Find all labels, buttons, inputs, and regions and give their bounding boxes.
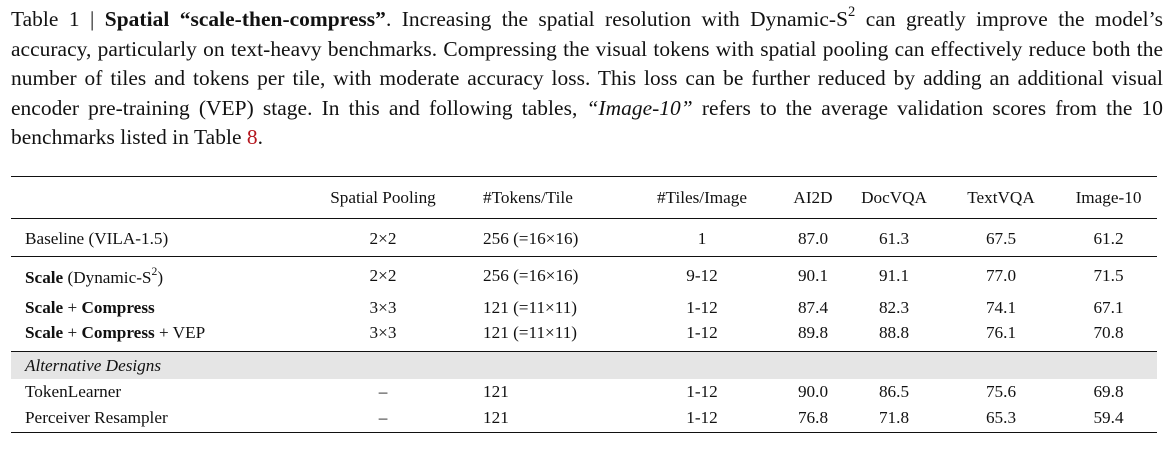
table-cell: 71.5 — [1060, 256, 1157, 295]
results-table: Spatial Pooling #Tokens/Tile #Tiles/Imag… — [11, 176, 1157, 433]
table-row: Scale + Compress + VEP 3×3 121 (=11×11) … — [11, 320, 1157, 345]
table-cell: 76.8 — [780, 404, 846, 433]
table-cell: 77.0 — [942, 256, 1060, 295]
table-row: Baseline (VILA-1.5) 2×2 256 (=16×16) 1 8… — [11, 218, 1157, 257]
table-cell: 71.8 — [846, 404, 942, 433]
table-cell: – — [303, 404, 463, 433]
caption-text: . Increasing the spatial resolution with… — [385, 7, 849, 31]
table-row: Scale + Compress 3×3 121 (=11×11) 1-12 8… — [11, 295, 1157, 320]
table-cell: 86.5 — [878, 381, 910, 401]
table-cell: 256 (=16×16) — [463, 256, 624, 295]
table-cell: 91.1 — [846, 256, 942, 295]
table-cell: 1-12 — [686, 297, 718, 317]
table-cell: 256 (=16×16) — [463, 218, 624, 257]
table-cell: 90.1 — [780, 256, 846, 295]
table-cell: 61.3 — [846, 218, 942, 257]
row-label: Scale + Compress + VEP — [25, 322, 206, 342]
table-cell: 61.2 — [1060, 218, 1157, 257]
row-label: Scale + Compress — [25, 297, 155, 317]
table-row: Perceiver Resampler – 121 1-12 76.8 71.8… — [11, 404, 1157, 433]
column-header: Image-10 — [1060, 176, 1157, 219]
column-header: #Tiles/Image — [624, 176, 780, 219]
section-header: Alternative Designs — [11, 351, 303, 379]
table-cell: 88.8 — [878, 322, 910, 342]
table-cell: 74.1 — [985, 297, 1017, 317]
table-cell: 1 — [624, 218, 780, 257]
table-cell: 121 (=11×11) — [483, 297, 578, 317]
table-cell: 90.0 — [797, 381, 829, 401]
table-cell: 3×3 — [369, 297, 397, 317]
column-header: AI2D — [780, 176, 846, 219]
table-cell: 2×2 — [303, 256, 463, 295]
caption-italic: “Image-10” — [586, 95, 693, 120]
column-header: Spatial Pooling — [303, 176, 463, 219]
table-cell: 121 (=11×11) — [483, 322, 578, 342]
table-cell: 69.8 — [1093, 381, 1124, 401]
table-cell: 1-12 — [624, 404, 780, 433]
table-cell: 65.3 — [942, 404, 1060, 433]
table-cell: 3×3 — [369, 322, 397, 342]
table-cell: 82.3 — [878, 297, 910, 317]
table-cell: 121 — [463, 404, 624, 433]
table-cell: 70.8 — [1093, 322, 1124, 342]
row-label: Scale (Dynamic-S2) — [11, 256, 303, 295]
table-cell: 121 — [483, 381, 509, 401]
table-cell: 67.5 — [942, 218, 1060, 257]
table-cell: 87.0 — [780, 218, 846, 257]
column-header: DocVQA — [846, 176, 942, 219]
caption-label: Table 1 | — [11, 7, 105, 31]
table-cell: 87.4 — [797, 297, 829, 317]
table-cell: 2×2 — [303, 218, 463, 257]
row-label: Baseline (VILA-1.5) — [11, 218, 303, 257]
table-cell: 89.8 — [797, 322, 829, 342]
table-cell: 9-12 — [624, 256, 780, 295]
table-cell: 1-12 — [686, 322, 718, 342]
table-cell: – — [378, 381, 388, 401]
header-row: Spatial Pooling #Tokens/Tile #Tiles/Imag… — [11, 176, 1157, 219]
caption-text: . — [257, 125, 264, 150]
table-cell: 59.4 — [1060, 404, 1157, 433]
caption-text: refers to the average validation scores … — [11, 95, 1163, 150]
table-cell: 1-12 — [686, 381, 718, 401]
caption-superscript: 2 — [848, 3, 856, 20]
table-row: TokenLearner – 121 1-12 90.0 86.5 75.6 6… — [11, 379, 1157, 404]
table-reference-link[interactable]: 8 — [246, 125, 258, 150]
section-header-row: Alternative Designs — [11, 351, 1157, 379]
table-cell: 76.1 — [985, 322, 1017, 342]
row-label: Perceiver Resampler — [11, 404, 303, 433]
table-cell: 67.1 — [1093, 297, 1124, 317]
column-header: TextVQA — [942, 176, 1060, 219]
table-caption: Table 1 | Spatial “scale-then-compress”.… — [11, 3, 1163, 153]
table-row: Scale (Dynamic-S2) 2×2 256 (=16×16) 9-12… — [11, 256, 1157, 295]
caption-title: Spatial “scale-then-compress” — [104, 7, 386, 31]
column-header — [11, 176, 303, 219]
column-header: #Tokens/Tile — [463, 176, 624, 219]
caption-text: can greatly improve the model’s accuracy… — [11, 7, 1163, 120]
row-label: TokenLearner — [25, 381, 122, 401]
table-cell: 75.6 — [985, 381, 1017, 401]
